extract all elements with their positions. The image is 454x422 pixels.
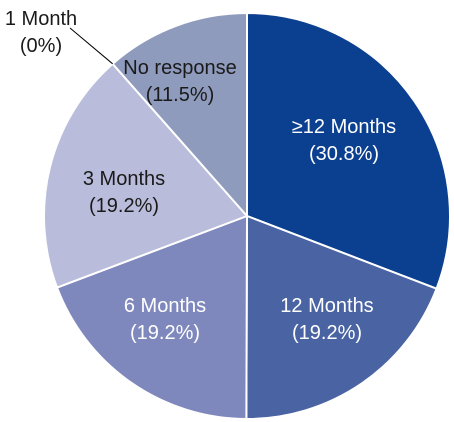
slice-value-6-months: (19.2%) — [130, 322, 200, 344]
slice-no-response — [111, 11, 248, 219]
slice-label-12-months: 12 Months — [280, 295, 373, 317]
slice-value-12-months: (19.2%) — [292, 322, 362, 344]
slice-label-12plus-months: ≥12 Months — [292, 116, 396, 138]
leader-line-1-month — [69, 27, 113, 65]
slice-label-no-response: No response — [123, 57, 236, 79]
slice-value-1-month: (0%) — [20, 35, 62, 57]
slice-value-12plus-months: (30.8%) — [309, 143, 379, 165]
slice-value-no-response: (11.5%) — [146, 84, 215, 106]
pie-slices — [43, 11, 451, 421]
slice-label-6-months: 6 Months — [124, 295, 206, 317]
slice-value-3-months: (19.2%) — [89, 195, 159, 217]
slice-label-1-month: 1 Month — [5, 8, 77, 30]
slice-12plus-months — [246, 11, 451, 291]
slice-label-3-months: 3 Months — [83, 168, 165, 190]
slice-3-months — [43, 62, 249, 289]
slice-6-months — [55, 214, 249, 421]
slice-12-months — [245, 214, 438, 421]
